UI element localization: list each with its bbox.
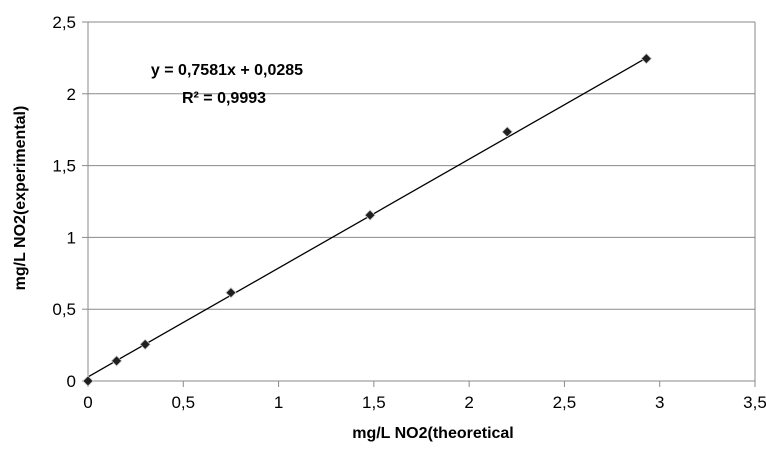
x-tick-label: 0 <box>83 393 92 412</box>
y-tick-label: 0 <box>67 372 76 391</box>
data-point <box>364 209 376 221</box>
data-point <box>225 287 237 299</box>
x-tick-label: 2,5 <box>553 393 577 412</box>
y-tick-label: 2 <box>67 85 76 104</box>
data-point <box>111 355 123 367</box>
trendline-equation: y = 0,7581x + 0,0285 <box>151 62 303 79</box>
x-tick-label: 1,5 <box>362 393 386 412</box>
data-point <box>501 126 513 138</box>
x-tick-label: 3 <box>655 393 664 412</box>
y-tick-label: 0,5 <box>52 300 76 319</box>
data-point <box>640 53 652 65</box>
x-tick-label: 3,5 <box>743 393 766 412</box>
x-tick-label: 2 <box>464 393 473 412</box>
y-tick-label: 1,5 <box>52 157 76 176</box>
label-layer: y = 0,7581x + 0,0285 R² = 0,9993 mg/L NO… <box>12 62 514 442</box>
data-point-layer <box>82 53 652 387</box>
data-point <box>139 338 151 350</box>
x-tick-label: 1 <box>274 393 283 412</box>
axis-layer: 0 0,5 1 1,5 2 2,5 0 0,5 1 1,5 2 2,5 3 3,5 <box>52 13 766 412</box>
x-axis-label: mg/L NO2(theoretical <box>352 425 514 442</box>
grid-layer <box>88 21 755 310</box>
trendline-r-squared: R² = 0,9993 <box>182 90 266 107</box>
data-point <box>82 375 94 387</box>
y-tick-label: 1 <box>67 228 76 247</box>
y-axis-label: mg/L NO2(experimental) <box>12 106 29 291</box>
y-tick-label: 2,5 <box>52 13 76 32</box>
x-tick-label: 0,5 <box>171 393 195 412</box>
